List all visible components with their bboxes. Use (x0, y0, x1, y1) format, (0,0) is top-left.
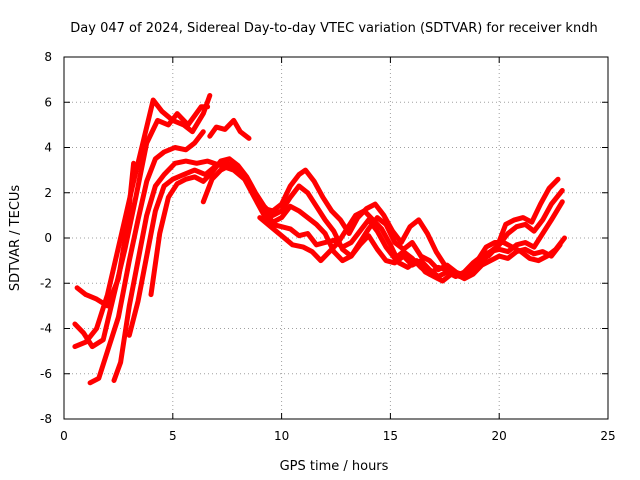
chart-title: Day 047 of 2024, Sidereal Day-to-day VTE… (70, 21, 597, 36)
y-tick-label: 4 (44, 141, 52, 155)
y-tick-label: 6 (44, 95, 52, 109)
series-line-sat-track-9 (207, 117, 252, 141)
y-tick-label: -8 (40, 412, 52, 426)
series-line-sat-track-8 (200, 163, 565, 279)
y-tick-label: 8 (44, 50, 52, 64)
x-tick-label: 15 (383, 429, 398, 443)
series-line-sat-track-2 (72, 93, 213, 350)
y-tick-label: 2 (44, 186, 52, 200)
series-line-sat-track-3 (72, 104, 211, 350)
series-line-sat-track-10 (257, 208, 567, 284)
x-tick-label: 5 (169, 429, 177, 443)
y-tick-label: -4 (40, 322, 52, 336)
x-axis-label: GPS time / hours (280, 459, 389, 474)
x-tick-label: 20 (492, 429, 507, 443)
series-line-sat-track-4 (87, 129, 206, 386)
x-tick-label: 10 (274, 429, 289, 443)
x-tick-label: 25 (600, 429, 615, 443)
axis-ticks: 0 5 10 15 20 25 -8 -6 -4 -2 0 2 4 6 8 (40, 50, 616, 443)
series-line-sat-track-5 (111, 158, 563, 383)
x-tick-label: 0 (60, 429, 68, 443)
data-series (72, 93, 567, 386)
y-tick-label: -6 (40, 367, 52, 381)
y-tick-label: -2 (40, 276, 52, 290)
y-axis-label: SDTVAR / TECUs (8, 185, 23, 292)
y-tick-label: 0 (44, 231, 52, 245)
